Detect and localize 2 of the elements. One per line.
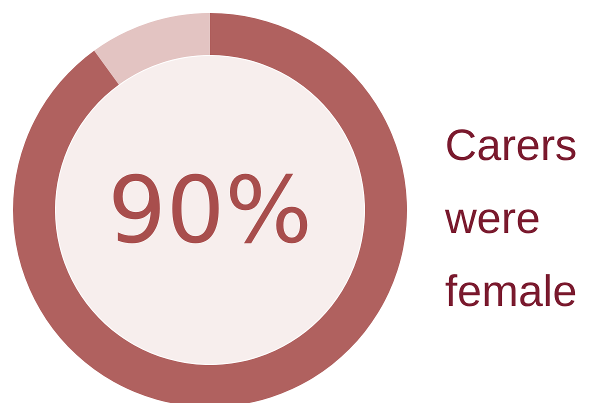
data-label: 90% bbox=[108, 157, 312, 264]
text: Carers were female bbox=[444, 121, 578, 316]
